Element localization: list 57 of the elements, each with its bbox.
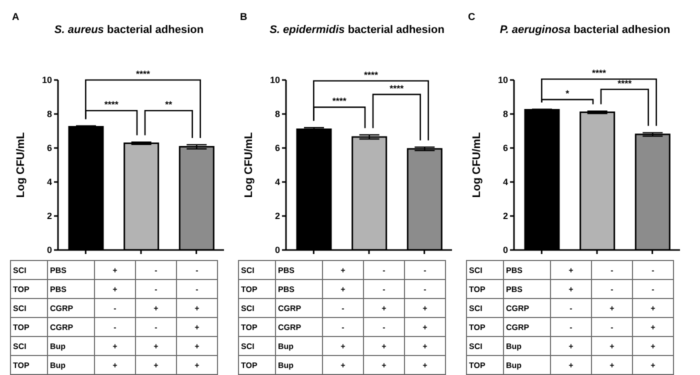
text: TOP CGRP - - + — [241, 322, 428, 332]
text: SCI CGRP - + + — [13, 304, 200, 312]
significance-bracket: ** — [144, 100, 193, 138]
text: TOP PBS + - - — [241, 284, 426, 294]
y-tick-label: 6 — [502, 143, 508, 154]
y-tick-label: 6 — [46, 143, 52, 154]
text: SCI Bup + + + — [241, 342, 428, 350]
annotation: ** — [165, 100, 173, 110]
text: SCI PBS + - - — [469, 266, 654, 274]
y-tick-label: 0 — [502, 245, 508, 256]
text: TOP Bup + + + — [241, 360, 428, 370]
annotation: **** — [618, 78, 632, 88]
significance-bracket: * — [541, 88, 594, 104]
significance-bracket: **** — [313, 96, 366, 128]
text: SCI Bup + + + — [469, 342, 656, 350]
y-tick-label: 4 — [46, 177, 52, 188]
chart-title: S. epidermidis bacterial adhesion — [268, 24, 446, 36]
y-tick-label: 8 — [502, 109, 508, 120]
text: SCI CGRP - + + — [469, 304, 656, 312]
chart-title: P. aeruginosa bacterial adhesion — [498, 24, 672, 36]
text: B — [240, 12, 248, 23]
significance-bracket: **** — [372, 83, 421, 140]
text: TOP PBS + - - — [13, 284, 198, 294]
text: TOP CGRP - - + — [13, 322, 200, 332]
text: SCI CGRP - + + — [241, 304, 428, 312]
text: TOP Bup + + + — [469, 360, 656, 370]
text: TOP PBS + - - — [469, 284, 654, 294]
text: A — [12, 12, 20, 23]
chart-title: S. aureus bacterial adhesion — [53, 24, 205, 36]
y-tick-label: 8 — [274, 109, 280, 120]
y-tick-label: 0 — [274, 245, 280, 256]
y-tick-label: 2 — [46, 211, 52, 222]
y-tick-label: 8 — [46, 109, 52, 120]
y-tick-label: 4 — [274, 177, 280, 188]
y-tick-label: 2 — [274, 211, 280, 222]
text: SCI PBS + - - — [241, 266, 426, 274]
y-tick-label: 10 — [42, 75, 52, 86]
y-axis-title: Log CFU/mL — [14, 132, 27, 198]
significance-bracket: **** — [85, 100, 138, 136]
y-axis-title: Log CFU/mL — [242, 132, 255, 198]
text: TOP CGRP - - + — [469, 322, 656, 332]
annotation: * — [566, 88, 570, 99]
y-tick-label: 6 — [274, 143, 280, 154]
significance-bracket: **** — [600, 78, 649, 126]
text: SCI Bup + + + — [13, 342, 200, 350]
text: TOP Bup + + + — [13, 360, 200, 370]
y-tick-label: 2 — [502, 211, 508, 222]
text: SCI PBS + - - — [13, 266, 198, 274]
annotation: **** — [104, 100, 119, 110]
y-tick-label: 10 — [498, 75, 508, 86]
text: C — [468, 12, 476, 23]
annotation: **** — [390, 83, 404, 94]
annotation: **** — [332, 96, 347, 106]
y-axis-title: Log CFU/mL — [470, 132, 483, 198]
y-tick-label: 0 — [46, 245, 52, 256]
y-tick-label: 4 — [502, 177, 508, 188]
y-tick-label: 10 — [270, 75, 280, 86]
